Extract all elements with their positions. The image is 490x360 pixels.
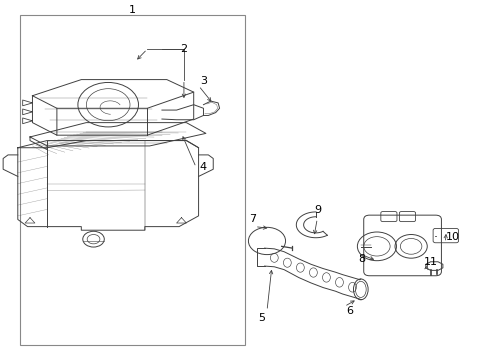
- Text: 1: 1: [129, 5, 136, 15]
- Text: 7: 7: [249, 215, 256, 224]
- Text: 4: 4: [200, 162, 207, 172]
- Text: 11: 11: [424, 257, 438, 267]
- Text: 6: 6: [346, 306, 354, 316]
- Text: 3: 3: [200, 76, 207, 86]
- Text: 8: 8: [359, 254, 366, 264]
- Text: 10: 10: [446, 232, 460, 242]
- Bar: [20, 15, 245, 345]
- Text: 9: 9: [315, 206, 322, 216]
- Text: 5: 5: [259, 313, 266, 323]
- Text: 2: 2: [180, 44, 188, 54]
